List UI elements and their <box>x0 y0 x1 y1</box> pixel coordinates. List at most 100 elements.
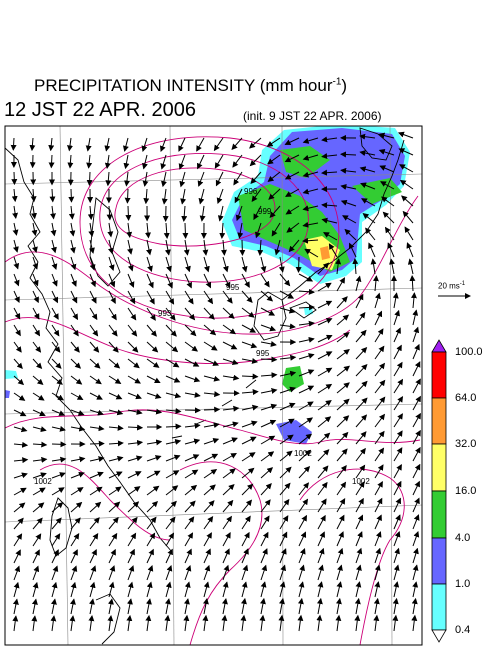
wind-vector-arrow <box>127 501 140 513</box>
wind-vector-arrow <box>184 469 199 479</box>
wind-vector-arrow <box>32 565 40 581</box>
wind-vector-arrow <box>222 515 232 530</box>
wind-vector-arrow <box>260 548 268 564</box>
wind-vector-arrow <box>355 514 364 530</box>
isobar-label: 1002 <box>34 477 52 486</box>
wind-vector-arrow <box>127 256 134 272</box>
wind-vector-arrow <box>355 564 362 581</box>
wind-vector-arrow <box>108 440 124 447</box>
wind-vector-arrow <box>108 501 121 513</box>
wind-vector-arrow <box>51 456 67 463</box>
wind-vector-arrow <box>165 256 172 273</box>
wind-vector-arrow <box>222 453 237 462</box>
wind-vector-arrow <box>183 614 190 632</box>
wind-vector-arrow <box>335 258 342 275</box>
wind-vector-arrow <box>184 598 190 615</box>
wind-vector-arrow <box>165 581 172 598</box>
wind-vector-arrow <box>222 256 229 273</box>
wind-vector-arrow <box>51 487 65 496</box>
wind-vector-arrow <box>29 137 36 152</box>
wind-vector-arrow <box>302 188 319 195</box>
wind-vector-arrow <box>165 324 177 337</box>
wind-vector-arrow <box>381 196 395 207</box>
colorbar-label-32: 32.0 <box>455 438 477 450</box>
wind-vector-arrow <box>203 581 210 598</box>
wind-vector-arrow <box>241 324 257 333</box>
wind-vector-arrow <box>374 379 386 394</box>
wind-vector-arrow <box>32 409 46 417</box>
wind-vector-arrow <box>355 329 367 343</box>
wind-vector-arrow <box>146 290 155 305</box>
wind-vector-arrow <box>184 548 192 564</box>
wind-vector-arrow <box>70 565 78 581</box>
wind-vector-arrow <box>355 447 366 462</box>
wind-vector-arrow <box>412 497 420 513</box>
wind-vector-arrow <box>184 581 191 598</box>
wind-vector-arrow <box>127 581 134 598</box>
wind-vector-arrow <box>13 341 22 353</box>
wind-vector-arrow <box>178 137 186 152</box>
wind-vector-arrow <box>13 358 23 370</box>
wind-vector-arrow <box>127 341 139 353</box>
wind-vector-arrow <box>49 188 56 203</box>
wind-vector-arrow <box>165 564 173 581</box>
wind-vector-arrow <box>221 614 228 632</box>
wind-vector-arrow <box>317 564 324 581</box>
wind-vector-arrow <box>260 356 278 363</box>
wind-vector-arrow <box>374 396 386 411</box>
wind-vector-arrow <box>203 256 210 273</box>
wind-vector-arrow <box>317 481 328 496</box>
wind-vector-arrow <box>393 309 400 326</box>
wind-vector-arrow <box>184 375 201 383</box>
wind-vector-arrow <box>317 351 333 360</box>
colorbar-bin-4-16 <box>431 490 447 539</box>
wind-vector-arrow <box>184 422 201 429</box>
wind-vector-arrow <box>89 440 105 447</box>
wind-vector-arrow <box>302 205 319 212</box>
wind-vector-arrow <box>203 391 221 398</box>
wind-vector-arrow <box>70 471 85 479</box>
wind-vector-arrow <box>336 531 344 547</box>
wind-vector-arrow <box>31 222 38 237</box>
wind-vector-arrow <box>181 205 188 222</box>
wind-vector-arrow <box>298 401 314 411</box>
wind-vector-arrow <box>203 564 211 581</box>
wind-vector-arrow <box>32 487 46 496</box>
wind-vector-arrow <box>260 324 277 332</box>
wind-vector-arrow <box>13 375 25 386</box>
wind-vector-arrow <box>298 564 305 581</box>
wind-vector-arrow <box>146 324 157 337</box>
wind-vector-arrow <box>70 409 85 416</box>
wind-vector-arrow <box>323 232 338 241</box>
wind-vector-arrow <box>123 154 130 170</box>
wind-vector-arrow <box>104 154 111 169</box>
wind-vector-arrow <box>412 463 421 479</box>
wind-vector-arrow <box>89 375 102 385</box>
wind-vector-arrow <box>336 277 345 292</box>
wind-vector-arrow <box>374 464 384 479</box>
wind-vector-arrow <box>122 137 129 152</box>
wind-vector-arrow <box>165 408 182 414</box>
wind-vector-arrow <box>222 564 230 581</box>
wind-vector-arrow <box>31 205 37 220</box>
wind-vector-arrow <box>393 547 400 564</box>
wind-vector-arrow <box>279 402 296 411</box>
wind-vector-arrow <box>51 256 58 270</box>
wind-vector-arrow <box>127 424 144 431</box>
wind-vector-arrow <box>374 292 381 309</box>
wind-vector-arrow <box>279 354 297 361</box>
wind-vector-arrow <box>222 548 230 564</box>
wind-vector-arrow <box>266 137 281 147</box>
wind-vector-arrow <box>203 469 218 479</box>
wind-vector-arrow <box>389 258 396 275</box>
wind-vector-arrow <box>184 290 194 305</box>
wind-vector-arrow <box>407 258 414 275</box>
isobar-label: 993 <box>158 309 172 318</box>
wind-vector-arrow <box>165 341 179 353</box>
wind-vector-arrow <box>48 137 55 152</box>
colorbar-label-4: 4.0 <box>455 532 471 544</box>
wind-vector-arrow <box>336 498 346 513</box>
wind-vector-arrow <box>104 137 111 152</box>
wind-vector-arrow <box>241 467 255 479</box>
wind-vector-arrow <box>146 470 161 479</box>
